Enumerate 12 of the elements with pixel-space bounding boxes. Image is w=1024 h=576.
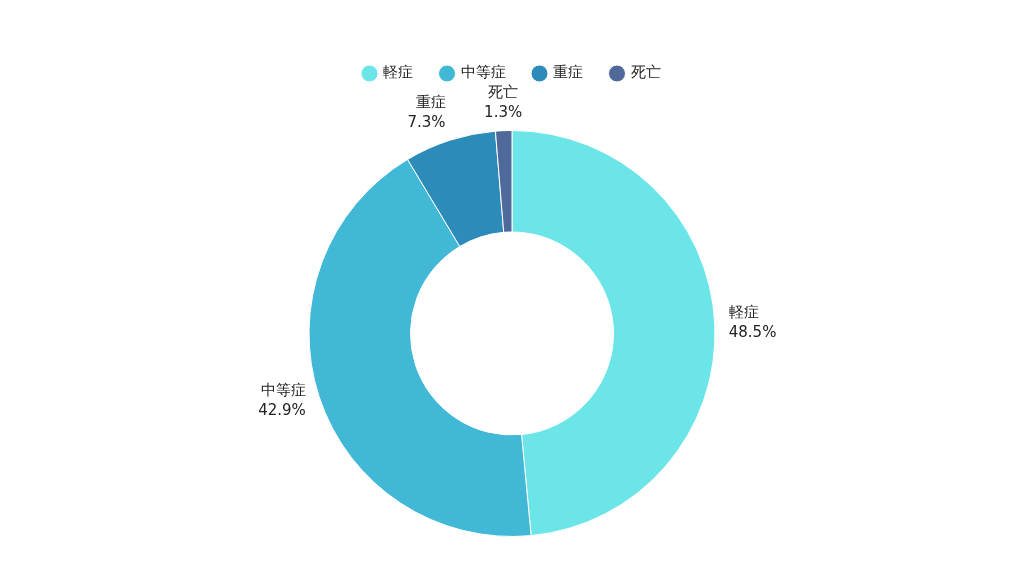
data-label: 42.9%	[258, 401, 306, 420]
legend-label: 重症	[553, 63, 583, 82]
legend-label: 死亡	[630, 63, 661, 82]
data-label: 48.5%	[728, 323, 777, 342]
slice-label: 中等症	[260, 381, 306, 400]
legend-label: 軽症	[383, 63, 413, 82]
slice-label: 重症	[415, 92, 446, 111]
data-label: 7.3%	[407, 112, 446, 131]
slice-label: 死亡	[488, 82, 519, 101]
data-label: 1.3%	[484, 102, 523, 121]
legend-label: 中等症	[460, 63, 506, 82]
slice-label: 軽症	[728, 303, 759, 322]
